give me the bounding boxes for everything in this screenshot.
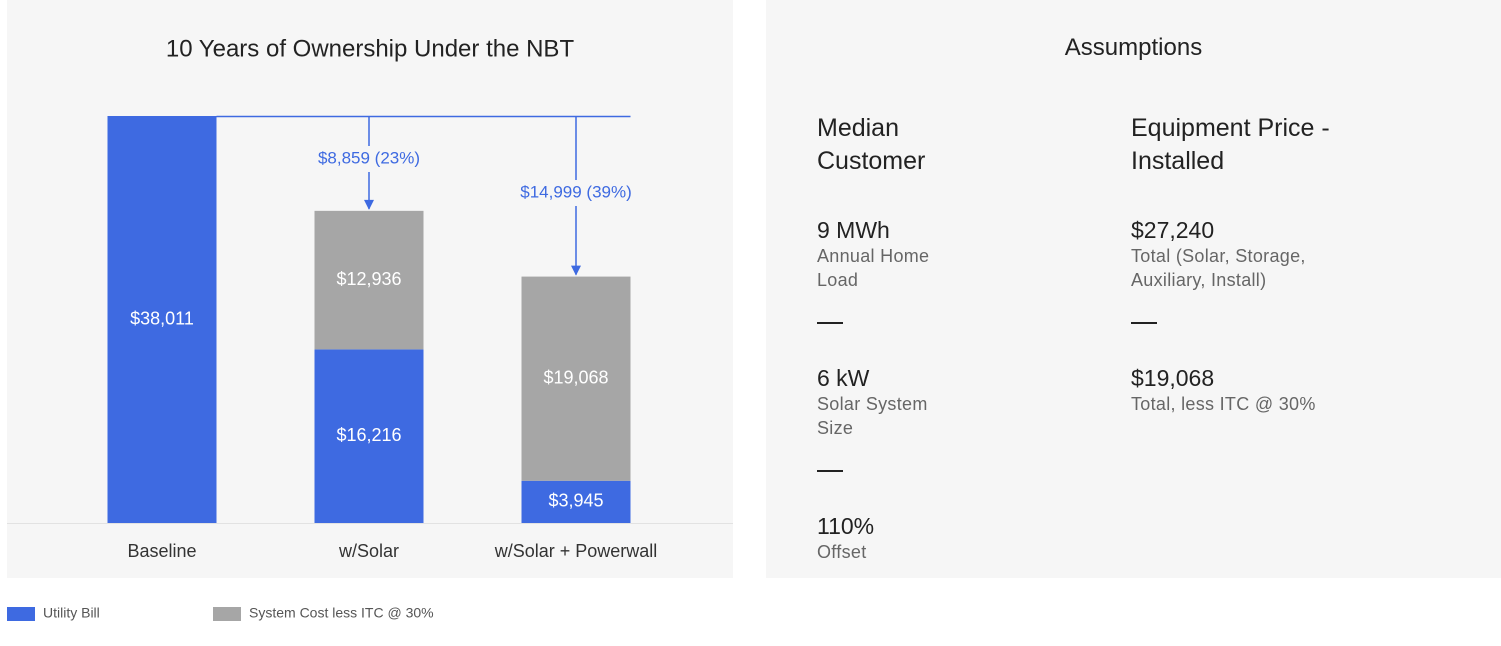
assumption-label: Solar System Size: [817, 394, 928, 438]
assumption-value: 9 MWh: [817, 217, 890, 243]
legend-swatch: [7, 607, 35, 621]
annotation: $8,859 (23%): [318, 148, 420, 167]
bar-segment: [314, 210, 424, 350]
separator: [1131, 322, 1157, 324]
arrow-head: [571, 265, 581, 276]
assumption-label: Annual Home Load: [817, 246, 930, 290]
assumption-label: Total (Solar, Storage, Auxiliary, Instal…: [1131, 246, 1306, 290]
assumptions-panel: Assumptions Median Customer 9 MWh Annual H…: [766, 0, 1501, 578]
assumption-label: Offset: [817, 542, 867, 562]
annotation-bg: [294, 146, 444, 172]
bar-segment: [107, 116, 217, 523]
assumptions-title: Assumptions: [1064, 34, 1203, 61]
assumption-column: Median Customer 9 MWh Annual Home Load 6 kW…: [817, 112, 967, 564]
category-label: Baseline: [127, 541, 196, 561]
annotation: $14,999 (39%): [520, 182, 632, 201]
separator: [817, 470, 843, 472]
assumption-label: Total, less ITC @ 30%: [1131, 394, 1316, 414]
value-label: $3,945: [548, 491, 603, 511]
legend-label: Utility Bill: [43, 605, 100, 621]
column-heading: Median Customer: [817, 114, 926, 175]
annotation-bg: [501, 180, 651, 206]
assumption-column: Equipment Price - Installed $27,240 Total …: [1131, 112, 1381, 416]
arrow-head: [364, 199, 374, 210]
chart: 10 Years of Ownership Under the NBT $38,…: [7, 0, 733, 621]
assumption-value: $27,240: [1131, 217, 1215, 243]
chart-title: 10 Years of Ownership Under the NBT: [166, 35, 575, 62]
value-label: $19,068: [543, 367, 608, 387]
assumption-value: 6 kW: [817, 365, 870, 391]
value-label: $38,011: [130, 308, 194, 328]
value-label: $12,936: [336, 269, 401, 289]
bar-segment: [521, 276, 631, 481]
value-label: $16,216: [336, 425, 401, 445]
category-label: w/Solar + Powerwall: [494, 541, 658, 561]
separator: [817, 322, 843, 324]
column-heading: Equipment Price - Installed: [1131, 114, 1330, 175]
assumption-value: $19,068: [1131, 365, 1215, 391]
bar-segment: [521, 480, 631, 523]
legend-swatch: [213, 607, 241, 621]
bar-segment: [314, 349, 424, 523]
category-label: w/Solar: [338, 541, 399, 561]
assumption-value: 110%: [817, 513, 875, 539]
legend-label: System Cost less ITC @ 30%: [249, 605, 434, 621]
